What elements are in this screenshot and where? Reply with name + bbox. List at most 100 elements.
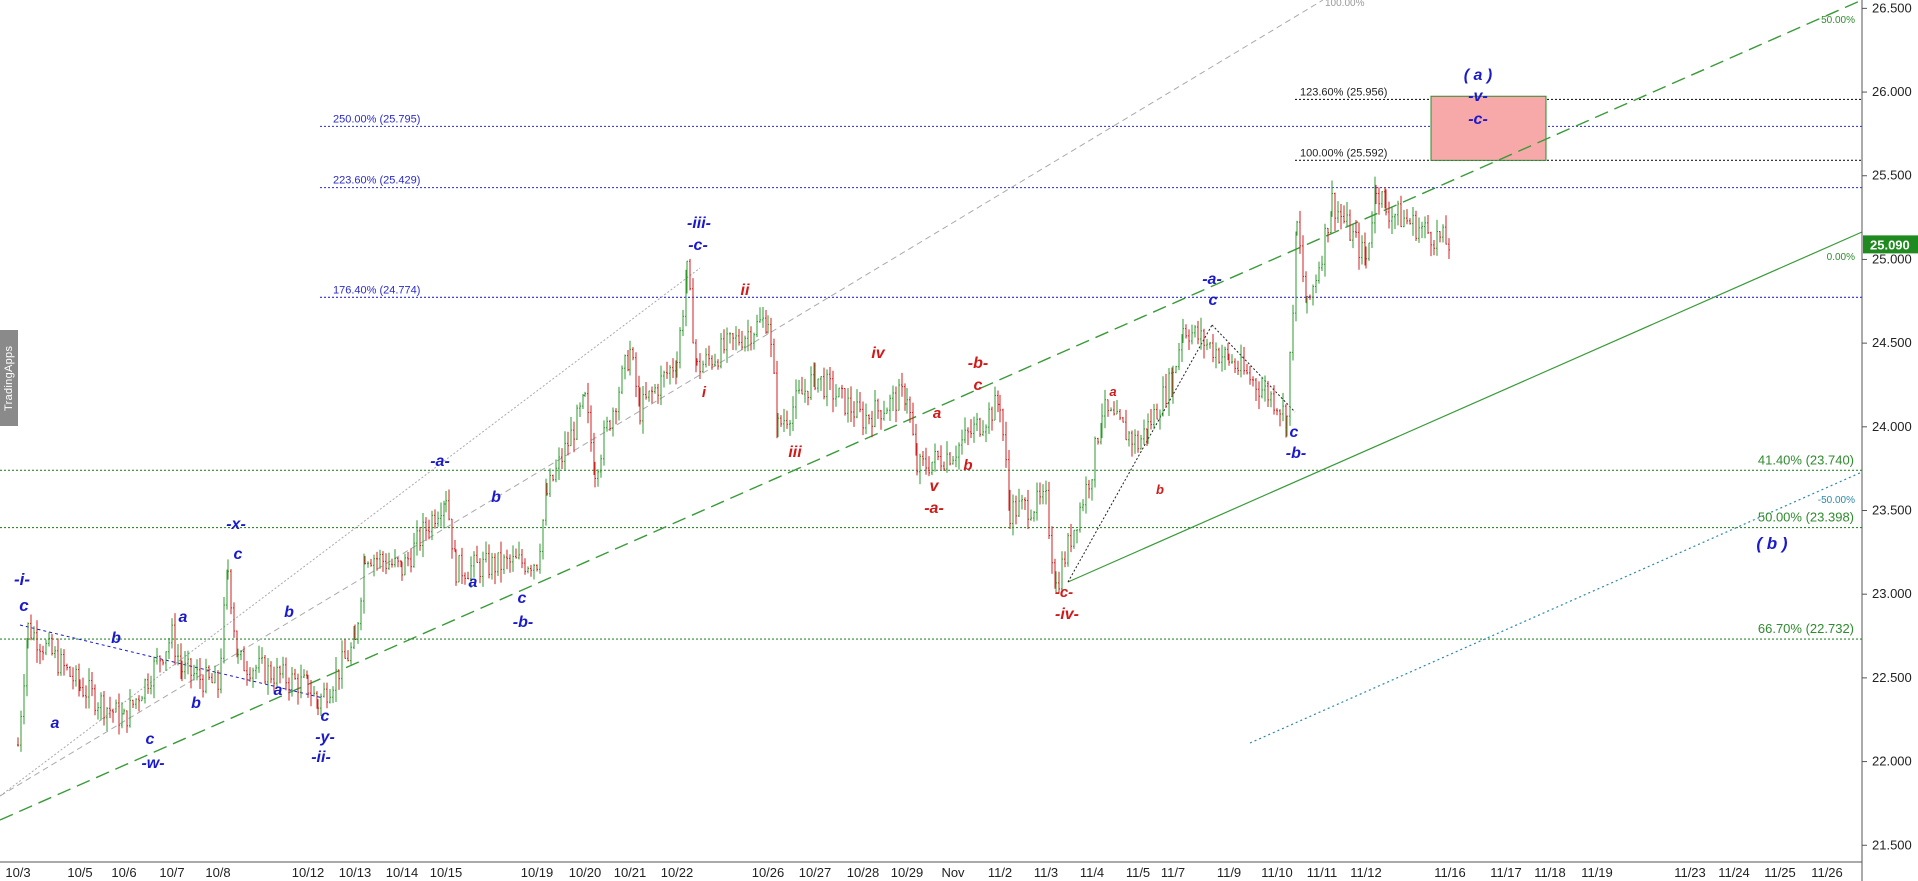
date-label: 11/11 bbox=[1307, 865, 1338, 880]
price-tick-label: 22.000 bbox=[1872, 754, 1912, 769]
wave-label: ii bbox=[741, 282, 750, 299]
wave-label: -y- bbox=[315, 729, 335, 746]
fib-level-label: 123.60% (25.956) bbox=[1300, 86, 1387, 98]
date-label: 11/9 bbox=[1217, 865, 1241, 880]
channel-percent-label: 50.00% bbox=[1821, 15, 1855, 26]
plot-area bbox=[0, 0, 1862, 862]
channel-percent-label: 100.00% bbox=[1325, 0, 1365, 9]
wave-label: -a- bbox=[430, 453, 450, 470]
blue-dotted-trend-line bbox=[19, 624, 324, 699]
date-label: 11/4 bbox=[1080, 865, 1104, 880]
date-label: 10/5 bbox=[67, 865, 92, 880]
wave-label: -b- bbox=[968, 355, 988, 372]
wave-label: ( a ) bbox=[1464, 67, 1492, 84]
wave-label: b bbox=[111, 630, 121, 647]
wave-label: c bbox=[234, 546, 243, 563]
green-solid-channel-line bbox=[1067, 231, 1863, 583]
channel-percent-label: 0.00% bbox=[1827, 252, 1855, 263]
price-tick-label: 23.500 bbox=[1872, 503, 1912, 518]
wave-label: -iii- bbox=[687, 215, 711, 232]
wave-label: -v- bbox=[1468, 88, 1488, 105]
price-tick-label: 24.500 bbox=[1872, 335, 1912, 350]
wave-label: v bbox=[930, 478, 940, 495]
date-label: 11/25 bbox=[1764, 865, 1796, 880]
green-dashed-channel-line bbox=[0, 0, 1863, 821]
channel-percent-label: -50.00% bbox=[1818, 495, 1855, 506]
wave-label: -c- bbox=[1468, 111, 1488, 128]
price-tick-label: 23.000 bbox=[1872, 586, 1912, 601]
wave-label: a bbox=[933, 405, 941, 422]
date-label: 10/29 bbox=[891, 865, 924, 880]
wave-label: a bbox=[1109, 384, 1116, 399]
wave-label: c bbox=[1209, 292, 1218, 309]
wave-label: a bbox=[274, 682, 283, 699]
wave-label: c bbox=[19, 596, 29, 615]
date-label: 11/24 bbox=[1718, 865, 1750, 880]
date-label: 11/7 bbox=[1161, 865, 1185, 880]
price-tick-label: 26.500 bbox=[1872, 0, 1912, 15]
date-label: 11/3 bbox=[1034, 865, 1058, 880]
black-dotted-wave-line bbox=[1067, 324, 1213, 583]
wave-label: -ii- bbox=[311, 749, 331, 766]
date-label: 10/28 bbox=[847, 865, 880, 880]
price-tick-label: 24.000 bbox=[1872, 419, 1912, 434]
fib-level-label: 41.40% (23.740) bbox=[1758, 452, 1854, 467]
date-label: 10/15 bbox=[430, 865, 463, 880]
date-label: Nov bbox=[941, 865, 965, 880]
wave-label: iv bbox=[871, 345, 885, 362]
wave-label: c bbox=[321, 708, 330, 725]
fib-level-label: 50.00% (23.398) bbox=[1758, 510, 1854, 525]
wave-label: c bbox=[146, 731, 155, 748]
wave-label: b bbox=[284, 604, 294, 621]
tradingapps-watermark: TradingApps bbox=[0, 330, 18, 426]
wave-label: a bbox=[51, 715, 60, 732]
date-label: 10/6 bbox=[111, 865, 136, 880]
date-label: 11/17 bbox=[1490, 865, 1522, 880]
date-label: 11/12 bbox=[1350, 865, 1382, 880]
teal-dotted-channel-line bbox=[1249, 471, 1863, 744]
date-label: 11/26 bbox=[1811, 865, 1843, 880]
date-label: 10/7 bbox=[159, 865, 184, 880]
date-label: 11/10 bbox=[1261, 865, 1293, 880]
wave-label: a bbox=[179, 609, 188, 626]
wave-label: -c- bbox=[1055, 584, 1073, 601]
last-price-label: 25.090 bbox=[1870, 237, 1910, 252]
wave-label: iii bbox=[788, 444, 802, 461]
wave-label: -c- bbox=[688, 237, 708, 254]
date-label: 10/22 bbox=[661, 865, 694, 880]
date-label: 10/26 bbox=[752, 865, 785, 880]
wave-label: b bbox=[963, 457, 972, 474]
date-label: 10/27 bbox=[799, 865, 832, 880]
wave-label: -x- bbox=[226, 516, 246, 533]
date-label: 11/18 bbox=[1534, 865, 1566, 880]
date-label: 10/21 bbox=[614, 865, 647, 880]
wave-label: -i- bbox=[14, 570, 30, 589]
fib-level-label: 100.00% (25.592) bbox=[1300, 147, 1387, 159]
wave-label: b bbox=[491, 489, 501, 506]
wave-label: -w- bbox=[141, 755, 164, 772]
fib-level-label: 176.40% (24.774) bbox=[333, 284, 420, 296]
wave-label: ( b ) bbox=[1756, 534, 1787, 553]
wave-label: c bbox=[518, 590, 527, 607]
date-label: 10/13 bbox=[339, 865, 372, 880]
wave-label: a bbox=[469, 574, 478, 591]
black-dotted-wave-line bbox=[1211, 324, 1296, 413]
date-label: 10/3 bbox=[5, 865, 30, 880]
wave-label: b bbox=[1156, 482, 1164, 497]
wave-label: -a- bbox=[1202, 271, 1222, 288]
date-label: 11/2 bbox=[988, 865, 1012, 880]
price-tick-label: 21.500 bbox=[1872, 837, 1912, 852]
fib-level-label: 66.70% (22.732) bbox=[1758, 621, 1854, 636]
wave-label: -b- bbox=[513, 614, 533, 631]
date-label: 10/14 bbox=[386, 865, 419, 880]
price-tick-label: 22.500 bbox=[1872, 670, 1912, 685]
date-label: 11/23 bbox=[1674, 865, 1706, 880]
date-label: 11/19 bbox=[1581, 865, 1613, 880]
price-tick-label: 25.000 bbox=[1872, 251, 1912, 266]
wave-label: c bbox=[1290, 424, 1299, 441]
wave-label: -iv- bbox=[1055, 606, 1079, 623]
wave-label: -b- bbox=[1286, 445, 1306, 462]
date-label: 10/12 bbox=[292, 865, 325, 880]
price-tick-label: 26.000 bbox=[1872, 84, 1912, 99]
wave-label: -a- bbox=[924, 500, 944, 517]
